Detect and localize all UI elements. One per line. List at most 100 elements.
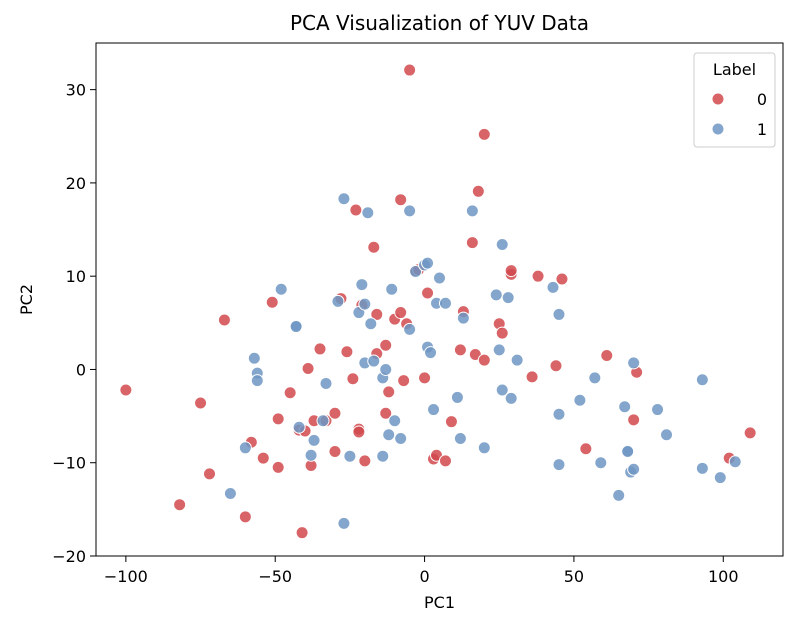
- legend-entry-label: 1: [757, 120, 767, 139]
- data-point-label-1: [274, 282, 288, 296]
- legend: Label 0 1: [693, 52, 776, 148]
- y-tick-label: 0: [76, 360, 86, 379]
- y-axis-label: PC2: [17, 284, 36, 315]
- data-point-label-0: [173, 498, 187, 512]
- data-point-label-1: [477, 441, 491, 455]
- plot-area: [95, 42, 784, 557]
- data-point-label-0: [379, 338, 393, 352]
- data-point-label-0: [600, 348, 614, 362]
- data-point-label-0: [477, 127, 491, 141]
- data-point-label-1: [331, 294, 345, 308]
- data-point-label-1: [627, 356, 641, 370]
- data-point-label-0: [471, 184, 485, 198]
- data-point-label-1: [651, 403, 665, 417]
- data-point-label-1: [316, 414, 330, 428]
- data-point-label-1: [403, 322, 417, 336]
- data-point-label-0: [397, 374, 411, 388]
- data-point-label-1: [238, 441, 252, 455]
- data-point-label-1: [453, 431, 467, 445]
- data-point-label-1: [223, 487, 237, 501]
- data-point-label-0: [271, 412, 285, 426]
- data-point-label-0: [217, 313, 231, 327]
- data-point-label-0: [418, 371, 432, 385]
- data-point-label-0: [531, 269, 545, 283]
- data-point-label-1: [612, 488, 626, 502]
- data-point-label-1: [627, 462, 641, 476]
- data-point-label-0: [421, 286, 435, 300]
- data-point-label-1: [343, 449, 357, 463]
- data-point-label-0: [313, 342, 327, 356]
- legend-entry-label: 0: [757, 90, 767, 109]
- data-point-label-0: [394, 193, 408, 207]
- data-point-label-1: [504, 391, 518, 405]
- data-point-label-1: [621, 445, 635, 459]
- data-point-label-0: [438, 454, 452, 468]
- data-point-label-1: [292, 420, 306, 434]
- data-point-label-0: [119, 383, 133, 397]
- data-point-label-1: [376, 449, 390, 463]
- data-point-label-1: [594, 456, 608, 470]
- x-tick-label: 50: [564, 567, 584, 586]
- data-point-label-0: [465, 236, 479, 250]
- data-point-label-0: [349, 203, 363, 217]
- data-point-label-0: [370, 307, 384, 321]
- chart-title: PCA Visualization of YUV Data: [290, 11, 589, 35]
- data-point-label-0: [194, 396, 208, 410]
- data-point-label-1: [552, 458, 566, 472]
- data-point-label-1: [495, 383, 509, 397]
- data-point-label-0: [328, 445, 342, 459]
- data-point-label-1: [382, 428, 396, 442]
- data-point-label-1: [695, 373, 709, 387]
- data-point-label-0: [265, 295, 279, 309]
- legend-marker-1: [711, 122, 725, 136]
- data-point-label-1: [364, 317, 378, 331]
- data-point-label-1: [421, 256, 435, 270]
- data-point-label-1: [660, 428, 674, 442]
- y-tick-label: 30: [66, 81, 86, 100]
- data-point-label-1: [695, 461, 709, 475]
- data-point-label-1: [307, 433, 321, 447]
- legend-title: Label: [713, 60, 756, 79]
- data-point-label-0: [352, 425, 366, 439]
- data-point-label-1: [728, 455, 742, 469]
- data-point-label-1: [289, 320, 303, 334]
- data-points: [119, 63, 757, 540]
- data-point-label-1: [552, 307, 566, 321]
- data-point-label-1: [385, 282, 399, 296]
- data-point-label-0: [403, 63, 417, 77]
- data-point-label-0: [367, 240, 381, 254]
- x-axis-label: PC1: [424, 593, 455, 612]
- data-point-label-1: [409, 265, 423, 279]
- data-point-label-0: [627, 413, 641, 427]
- data-point-label-0: [301, 362, 315, 376]
- data-point-label-1: [465, 204, 479, 218]
- data-point-label-1: [438, 296, 452, 310]
- data-point-label-1: [588, 371, 602, 385]
- data-point-label-1: [495, 237, 509, 251]
- data-point-label-1: [424, 346, 438, 360]
- data-point-label-0: [340, 345, 354, 359]
- data-point-label-0: [743, 426, 757, 440]
- data-point-label-1: [403, 204, 417, 218]
- y-tick-label: −10: [52, 454, 86, 473]
- data-point-label-1: [361, 206, 375, 220]
- data-point-label-0: [477, 353, 491, 367]
- x-axis: −100 −50 0 50 100: [104, 556, 739, 586]
- data-point-label-0: [495, 326, 509, 340]
- data-point-label-0: [203, 467, 217, 481]
- data-point-label-1: [573, 393, 587, 407]
- y-tick-label: −20: [52, 547, 86, 566]
- data-point-label-1: [358, 297, 372, 311]
- data-point-label-0: [525, 370, 539, 384]
- data-point-label-1: [337, 516, 351, 530]
- data-point-label-0: [379, 406, 393, 420]
- data-point-label-0: [579, 442, 593, 456]
- x-tick-label: −100: [104, 567, 148, 586]
- data-point-label-0: [271, 460, 285, 474]
- y-tick-label: 10: [66, 267, 86, 286]
- y-axis: −20 −10 0 10 20 30: [52, 81, 96, 566]
- data-point-label-0: [394, 306, 408, 320]
- data-point-label-1: [250, 374, 264, 388]
- data-point-label-1: [337, 192, 351, 206]
- data-point-label-0: [358, 454, 372, 468]
